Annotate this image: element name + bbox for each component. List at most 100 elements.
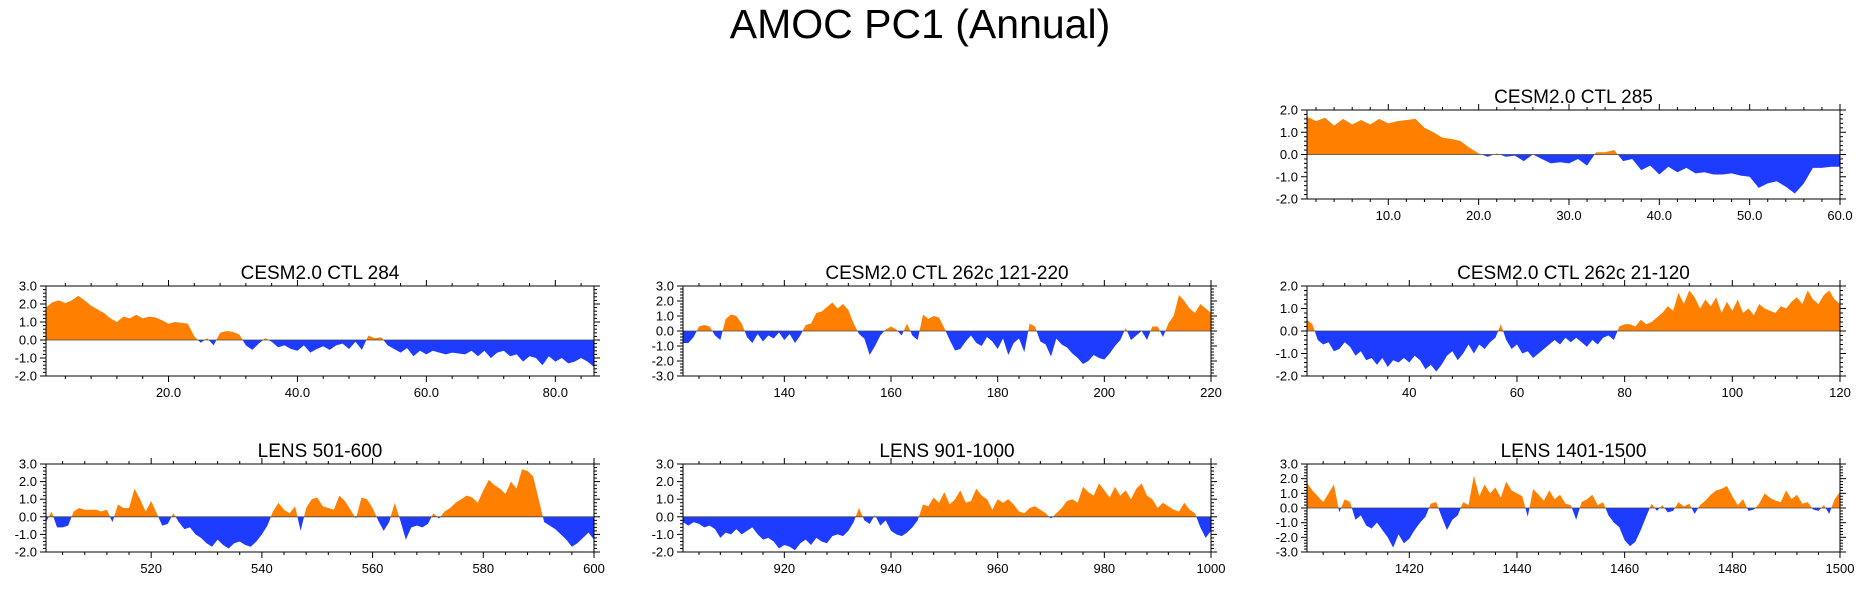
x-tick-label: 600	[583, 561, 605, 576]
y-tick-label: -2.0	[1276, 369, 1298, 384]
y-tick-label: 2.0	[656, 474, 674, 489]
x-tick-label: 40.0	[1647, 208, 1672, 223]
x-tick-label: 200	[1093, 385, 1115, 400]
negative-area	[683, 331, 1211, 364]
y-tick-label: -1.0	[15, 351, 37, 366]
positive-area	[855, 483, 1197, 517]
panel-title: CESM2.0 CTL 284	[241, 263, 400, 284]
y-tick-label: -1.0	[1276, 169, 1298, 184]
y-tick-label: -1.0	[652, 527, 674, 542]
y-tick-label: 1.0	[1280, 301, 1298, 316]
y-tick-label: -2.0	[1276, 192, 1298, 207]
panel-ctl262c_21_120: CESM2.0 CTL 262c 21-120 2.0 1.0 0.0 -1.0 -2.0…	[1276, 263, 1851, 400]
y-tick-label: 1.0	[656, 309, 674, 324]
plot-frame	[45, 285, 595, 377]
y-tick-label: 0.0	[656, 509, 674, 524]
positive-area	[1307, 475, 1840, 508]
x-tick-label: 80	[1617, 385, 1631, 400]
main-title: AMOC PC1 (Annual)	[730, 1, 1111, 47]
x-tick-label: 160	[880, 385, 902, 400]
y-tick-label: 3.0	[656, 457, 674, 472]
y-tick-label: -1.0	[1276, 346, 1298, 361]
y-tick-label: 0.0	[1280, 501, 1298, 516]
x-tick-label: 520	[140, 561, 162, 576]
negative-area	[683, 516, 1211, 551]
panel-ctl262c_121_220: CESM2.0 CTL 262c 121-220 3.02.01.00.0-1.0…	[652, 263, 1222, 400]
panel-lens_1401_1500: LENS 1401-1500 3.02.01.00.0-1.0-2.0-3.0 14…	[1276, 441, 1855, 576]
x-tick-label: 1420	[1395, 561, 1424, 576]
y-tick-label: 3.0	[656, 279, 674, 294]
y-tick-label: 2.0	[1280, 103, 1298, 118]
y-tick-label: -1.0	[1276, 515, 1298, 530]
positive-area	[46, 295, 594, 340]
x-tick-label: 100	[1721, 385, 1743, 400]
x-tick-label: 40.0	[285, 385, 310, 400]
negative-area	[1307, 154, 1840, 194]
y-tick-label: 3.0	[19, 279, 37, 294]
x-tick-label: 10.0	[1376, 208, 1401, 223]
plot-frame	[682, 463, 1212, 553]
y-tick-label: 0.0	[19, 333, 37, 348]
y-tick-label: 2.0	[656, 294, 674, 309]
y-tick-label: 1.0	[1280, 125, 1298, 140]
panel-title: CESM2.0 CTL 262c 121-220	[825, 263, 1068, 284]
y-tick-label: 2.0	[19, 474, 37, 489]
y-tick-label: 0.0	[19, 509, 37, 524]
y-tick-label: -2.0	[1276, 530, 1298, 545]
positive-area	[683, 295, 1211, 331]
positive-area	[1307, 116, 1840, 155]
y-tick-label: 1.0	[1280, 486, 1298, 501]
negative-area	[1307, 508, 1840, 548]
x-tick-label: 40	[1402, 385, 1416, 400]
x-tick-label: 960	[987, 561, 1009, 576]
y-tick-label: -3.0	[1276, 545, 1298, 560]
x-tick-label: 940	[880, 561, 902, 576]
x-tick-label: 30.0	[1556, 208, 1581, 223]
x-tick-label: 60	[1510, 385, 1524, 400]
panel-title: LENS 501-600	[258, 441, 383, 462]
negative-area	[1307, 331, 1840, 372]
y-tick-label: 3.0	[19, 457, 37, 472]
y-tick-label: 0.0	[1280, 147, 1298, 162]
y-tick-label: 2.0	[1280, 279, 1298, 294]
panel-title: LENS 901-1000	[879, 441, 1014, 462]
panel-title: CESM2.0 CTL 262c 21-120	[1457, 263, 1690, 284]
y-tick-label: 0.0	[1280, 324, 1298, 339]
x-tick-label: 140	[773, 385, 795, 400]
x-tick-label: 120	[1829, 385, 1851, 400]
panel-lens_901_1000: LENS 901-1000 3.0 2.0 1.0 0.0 -1.0 -2.0 920 940 9…	[652, 441, 1226, 576]
x-tick-label: 1460	[1610, 561, 1639, 576]
positive-area	[48, 469, 543, 517]
x-tick-label: 220	[1200, 385, 1222, 400]
positive-area	[1307, 290, 1840, 331]
x-tick-label: 1480	[1718, 561, 1747, 576]
x-tick-label: 50.0	[1737, 208, 1762, 223]
x-tick-label: 80.0	[543, 385, 568, 400]
panel-ctl285: CESM2.0 CTL 285 2.0 1.0 0.0 -1.0 -2.0 10.0 20.0…	[1276, 87, 1853, 223]
x-tick-label: 20.0	[156, 385, 181, 400]
x-tick-label: 580	[472, 561, 494, 576]
panel-ctl284: CESM2.0 CTL 284 3.0 2.0 1.0 0.0 -1.0 -2.0 20.0 4…	[15, 263, 600, 400]
negative-area	[46, 340, 594, 367]
panel-title: CESM2.0 CTL 285	[1494, 87, 1653, 108]
x-tick-label: 980	[1093, 561, 1115, 576]
x-tick-label: 920	[773, 561, 795, 576]
y-tick-label: -2.0	[652, 354, 674, 369]
x-tick-label: 1500	[1826, 561, 1855, 576]
y-tick-label: 0.0	[656, 324, 674, 339]
y-tick-label: 3.0	[1280, 457, 1298, 472]
y-tick-label: -2.0	[15, 545, 37, 560]
y-tick-label: 2.0	[1280, 471, 1298, 486]
y-tick-label: 2.0	[19, 297, 37, 312]
negative-area	[46, 516, 594, 549]
y-tick-label: -2.0	[15, 369, 37, 384]
panel-lens_501_600: LENS 501-600 3.0 2.0 1.0 0.0 -1.0 -2.0 520 540 56…	[15, 441, 605, 576]
y-tick-label: -3.0	[652, 369, 674, 384]
x-tick-label: 180	[987, 385, 1009, 400]
y-tick-label: -1.0	[15, 527, 37, 542]
panel-title: LENS 1401-1500	[1501, 441, 1647, 462]
x-tick-label: 1440	[1503, 561, 1532, 576]
x-tick-label: 1000	[1197, 561, 1226, 576]
